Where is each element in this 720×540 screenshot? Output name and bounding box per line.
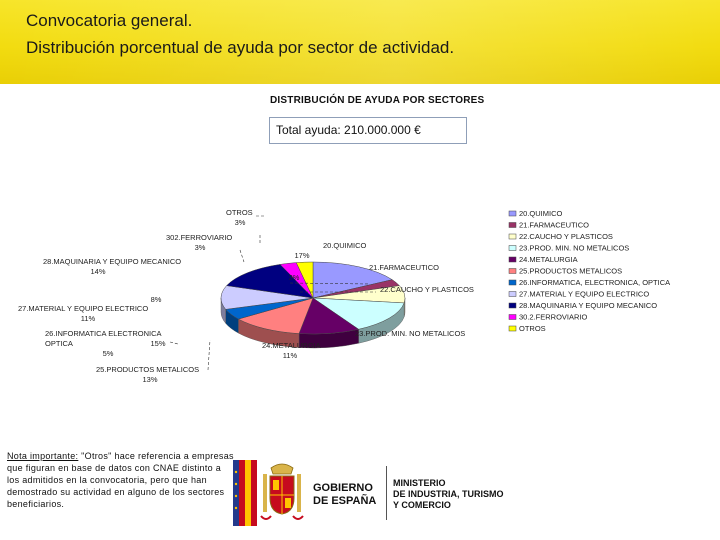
coat-of-arms-icon [233, 460, 304, 526]
pie-slice-8 [226, 264, 314, 299]
leader-line-6 [169, 341, 179, 345]
legend-label-2: 22.CAUCHO Y PLASTICOS [519, 232, 613, 241]
logo-divider [386, 466, 387, 520]
ministerio-label: MINISTERIO DE INDUSTRIA, TURISMO Y COMER… [393, 478, 504, 511]
legend-label-3: 23.PROD. MIN. NO METALICOS [519, 244, 629, 253]
legend-label-10: OTROS [519, 324, 546, 333]
legend-swatch-8 [508, 302, 517, 309]
gobierno-label: GOBIERNO DE ESPAÑA [313, 482, 376, 508]
legend-label-7: 27.MATERIAL Y EQUIPO ELECTRICO [519, 290, 649, 299]
pie-name-label-8-0: 28.MAQUINARIA Y EQUIPO MECANICO [43, 257, 181, 266]
pie-name-label-1-0: 21.FARMACEUTICO [369, 263, 439, 272]
pie-pct-label-5: 13% [142, 375, 157, 384]
ministerio-line2: DE INDUSTRIA, TURISMO [393, 489, 504, 499]
chart-title: DISTRIBUCIÓN DE AYUDA POR SECTORES [270, 95, 485, 106]
pie-name-label-10-0: OTROS [226, 208, 253, 217]
pie-leader-lines [169, 215, 376, 371]
pie-slice-3 [312, 297, 405, 330]
pie-pct-label-0: 17% [294, 251, 309, 260]
pie-name-label-2-0: 22.CAUCHO Y PLASTICOS [380, 285, 474, 294]
pie-name-label-3-0: 23.PROD. MIN. NO METALICOS [355, 329, 465, 338]
legend-label-1: 21.FARMACEUTICO [519, 221, 589, 230]
pie-pct-label-6: 5% [103, 349, 114, 358]
legend-label-6: 26.INFORMATICA, ELECTRONICA, OPTICA [519, 278, 670, 287]
title-banner: Convocatoria general. Distribución porce… [0, 0, 720, 84]
pie-slice-10 [295, 261, 314, 299]
pie-name-label-4-0: 24.METALURGIA [262, 341, 321, 350]
slide-title-line2: Distribución porcentual de ayuda por sec… [26, 38, 455, 57]
legend-swatch-5 [508, 268, 517, 274]
legend-label-4: 24.METALURGIA [519, 255, 578, 264]
legend-swatch-6 [508, 279, 517, 286]
pie-pct-label-8: 14% [90, 267, 105, 276]
pie-name-label-5-0: 25.PRODUCTOS METALICOS [96, 365, 199, 374]
pie-labels: 20.QUIMICO 17% 21.FARMACEUTICO 3% 22.CAUCHO … [18, 208, 474, 384]
gobierno-line1: GOBIERNO [313, 482, 373, 494]
total-aid-box: Total ayuda: 210.000.000 € [269, 117, 467, 144]
pie-pct-label-2: 8% [151, 295, 162, 304]
pie-slices [220, 261, 406, 335]
legend-swatch-3 [508, 245, 517, 251]
pie-depth [220, 297, 406, 349]
note-heading: Nota importante: [7, 451, 79, 461]
chart-legend: 20.QUIMICO 21.FARMACEUTICO 22.CAUCHO Y PLA… [508, 209, 670, 333]
pie-pct-label-10: 3% [235, 218, 246, 227]
pie-pct-label-7: 11% [81, 314, 96, 323]
legend-swatch-4 [508, 256, 517, 263]
pie-name-label-7-0: 27.MATERIAL Y EQUIPO ELECTRICO [18, 304, 148, 313]
important-note: Nota importante: "Otros" hace referencia… [7, 450, 235, 510]
legend-swatch-7 [508, 291, 517, 297]
legend-label-5: 25.PRODUCTOS METALICOS [519, 267, 622, 276]
leader-line-3 [289, 282, 371, 285]
slide-title-line1: Convocatoria general. [26, 11, 193, 30]
gobierno-line2: DE ESPAÑA [313, 495, 377, 507]
pie-pct-label-9: 3% [195, 243, 206, 252]
pie-slice-0 [312, 261, 393, 299]
legend-label-9: 30.2.FERROVIARIO [519, 313, 588, 322]
note-body: "Otros" hace referencia a empresas que f… [7, 451, 234, 509]
leader-line-5 [207, 339, 211, 371]
ministerio-line3: Y COMERCIO [393, 500, 451, 510]
total-aid-text: Total ayuda: 210.000.000 € [276, 123, 421, 137]
pie-slice-5 [237, 297, 314, 334]
government-logo: GOBIERNO DE ESPAÑA MINISTERIO DE INDUSTR… [233, 460, 509, 526]
legend-label-8: 28.MAQUINARIA Y EQUIPO MECANICO [519, 301, 657, 310]
pie-name-label-9-0: 302.FERROVIARIO [166, 233, 232, 242]
legend-swatch-1 [508, 222, 517, 228]
pie-pct-label-1: 3% [289, 273, 300, 282]
pie-pct-label-4: 11% [283, 351, 298, 360]
legend-swatch-10 [508, 325, 517, 332]
legend-swatch-9 [508, 314, 517, 320]
leader-line-2 [239, 249, 245, 263]
legend-swatch-2 [508, 233, 517, 240]
pie-name-label-6-0: 26.INFORMATICA ELECTRONICA [45, 329, 162, 338]
banner-shine [0, 0, 720, 84]
ministerio-line1: MINISTERIO [393, 478, 446, 488]
legend-label-0: 20.QUIMICO [519, 209, 563, 218]
legend-swatch-0 [508, 210, 517, 217]
pie-name-label-6-1: OPTICA [45, 339, 73, 348]
pie-name-label-0-0: 20.QUIMICO [323, 241, 367, 250]
pie-pct-label-3: 15% [150, 339, 165, 348]
